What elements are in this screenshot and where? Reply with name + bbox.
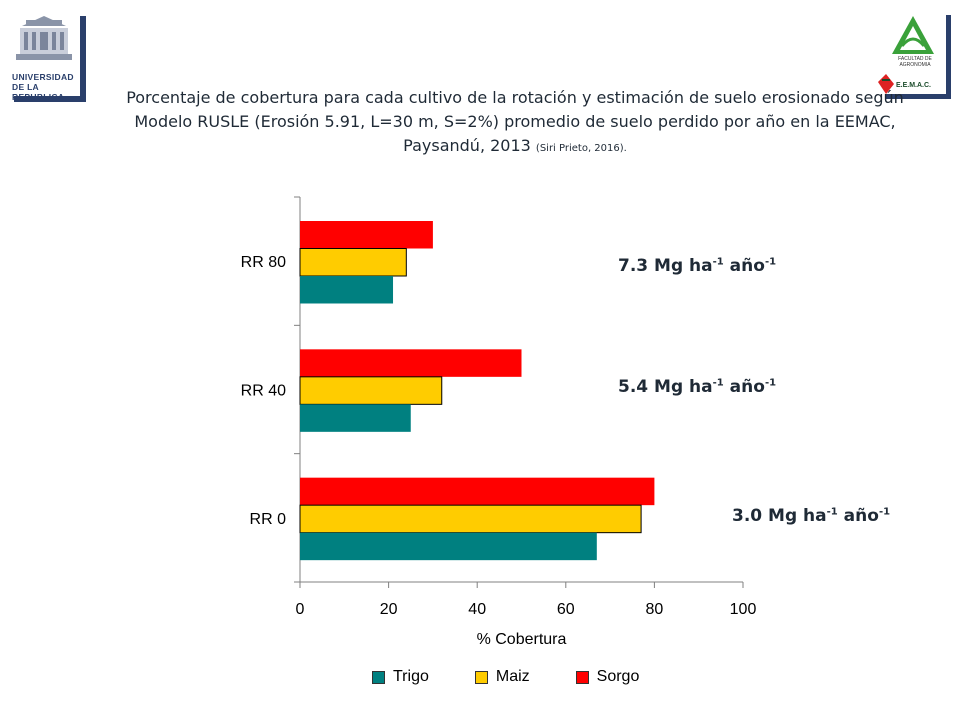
legend-swatch-maiz <box>474 670 488 684</box>
legend-swatch-sorgo <box>575 670 589 684</box>
rate-exponent: -1 <box>826 506 838 518</box>
y-tick-label: RR 80 <box>241 254 286 271</box>
legend-item-trigo: Trigo <box>372 668 429 686</box>
rate-label-rr0: 3.0 Mg ha-1 año-1 <box>732 506 890 526</box>
fagro-emblem-icon <box>878 16 934 94</box>
rate-unit: Mg ha <box>768 506 827 526</box>
y-tick-label: RR 0 <box>250 511 287 528</box>
x-axis-label: % Cobertura <box>477 631 567 648</box>
x-tick-label: 20 <box>380 601 398 618</box>
rate-value: 5.4 <box>618 377 649 397</box>
legend-label-sorgo: Sorgo <box>596 668 640 685</box>
legend-swatch-trigo <box>372 670 385 684</box>
rate-unit: año <box>843 506 879 526</box>
x-tick-label: 0 <box>296 601 305 618</box>
chart-title-main: Porcentaje de cobertura para cada cultiv… <box>126 88 904 155</box>
rate-exponent: -1 <box>712 256 724 268</box>
rate-exponent: -1 <box>878 506 891 518</box>
fagro-logo: FACULTAD DE AGRONOMIA E.E.M.A.C. <box>872 10 952 98</box>
bar-sorgo-rr40 <box>300 349 522 377</box>
legend-label-maiz: Maiz <box>495 668 530 685</box>
rate-unit: año <box>729 377 765 397</box>
rate-unit: Mg ha <box>654 377 713 397</box>
x-tick-label: 100 <box>730 601 757 618</box>
rate-exponent: -1 <box>764 377 777 389</box>
fagro-logo-text: FACULTAD DE AGRONOMIA <box>898 56 932 68</box>
eemac-logo-text: E.E.M.A.C. <box>896 82 932 89</box>
udelar-logo-text: UNIVERSIDAD DE LA REPUBLICA <box>12 72 74 102</box>
rate-value: 3.0 <box>732 506 763 526</box>
x-tick-label: 40 <box>468 601 486 618</box>
bar-maiz-rr0 <box>299 504 642 534</box>
bar-sorgo-rr0 <box>300 477 655 506</box>
rate-label-rr80: 7.3 Mg ha-1 año-1 <box>618 256 776 276</box>
legend-label-trigo: Trigo <box>393 668 429 685</box>
bar-trigo-rr0 <box>300 532 597 561</box>
bar-trigo-rr40 <box>300 404 411 432</box>
rate-exponent: -1 <box>712 377 724 389</box>
chart-title-citation: (Siri Prieto, 2016). <box>535 143 627 154</box>
bar-sorgo-rr80 <box>300 221 433 249</box>
chart-title: Porcentaje de cobertura para cada cultiv… <box>100 86 930 161</box>
rate-exponent: -1 <box>764 256 777 268</box>
bar-maiz-rr80 <box>299 248 407 277</box>
rate-unit: año <box>729 256 765 276</box>
bar-trigo-rr80 <box>300 276 394 304</box>
udelar-logo: UNIVERSIDAD DE LA REPUBLICA <box>8 10 92 102</box>
x-tick-label: 60 <box>557 601 575 618</box>
bar-maiz-rr40 <box>299 376 443 405</box>
building-icon <box>16 16 72 60</box>
chart-legend: Trigo Maiz Sorgo <box>372 668 639 686</box>
y-tick-label: RR 40 <box>241 383 286 400</box>
legend-item-maiz: Maiz <box>474 668 530 686</box>
rate-value: 7.3 <box>618 256 649 276</box>
rate-unit: Mg ha <box>654 256 713 276</box>
legend-item-sorgo: Sorgo <box>575 668 640 686</box>
rate-label-rr40: 5.4 Mg ha-1 año-1 <box>618 377 776 397</box>
x-tick-label: 80 <box>646 601 664 618</box>
